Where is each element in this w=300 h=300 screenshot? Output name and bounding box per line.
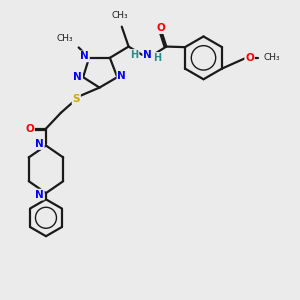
Text: N: N [74,72,82,82]
Text: O: O [25,124,34,134]
Text: N: N [117,71,126,81]
Text: H: H [153,53,161,63]
Text: O: O [245,53,254,63]
Text: S: S [73,94,80,104]
Text: CH₃: CH₃ [56,34,73,43]
Text: N: N [80,51,89,62]
Text: N: N [35,190,44,200]
Text: N: N [143,50,152,60]
Text: CH₃: CH₃ [264,53,280,62]
Text: H: H [130,50,139,60]
Text: O: O [156,23,165,33]
Text: N: N [35,139,44,149]
Text: CH₃: CH₃ [112,11,129,20]
